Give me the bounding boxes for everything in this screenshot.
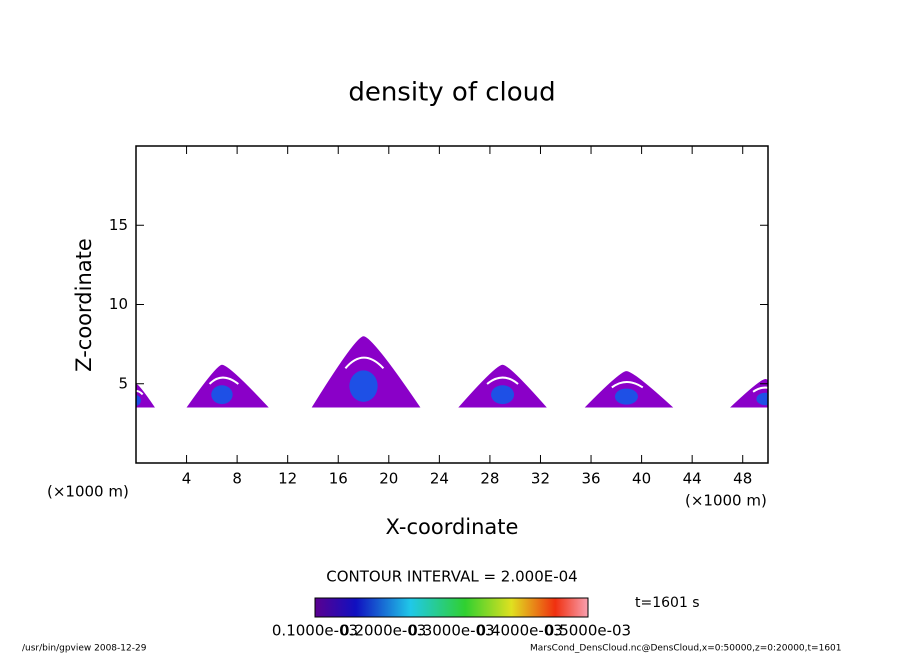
cloud-core (614, 388, 638, 405)
colorbar-label: 0.2000e-03 (340, 622, 426, 640)
x-tick-label: 48 (733, 470, 752, 488)
colorbar (314, 597, 589, 618)
colorbar-label: 0.5000e-03 (545, 622, 631, 640)
x-tick-label: 12 (278, 470, 297, 488)
x-tick-label: 24 (430, 470, 449, 488)
time-label: t=1601 s (635, 595, 700, 611)
colorbar-label: 0.3000e-03 (408, 622, 494, 640)
x-tick-label: 4 (182, 470, 192, 488)
cloud-gap (136, 389, 144, 396)
plot-frame (135, 145, 769, 464)
y-tick-label: 15 (109, 216, 128, 234)
footer: MarsCond_DensCloud.nc@DensCloud,x=0:5000… (530, 644, 842, 654)
cloud (186, 364, 269, 408)
colorbar-label: 0.4000e-03 (477, 622, 563, 640)
cloud-core (491, 385, 515, 405)
colorbar-label: 0.1000e-03 (272, 622, 358, 640)
x-tick-label: 16 (329, 470, 348, 488)
y-tick-label: 10 (109, 295, 128, 313)
x-tick-label: 44 (683, 470, 702, 488)
cloud-core (211, 385, 233, 405)
cloud-gap (752, 386, 768, 393)
cloud-gap (344, 356, 385, 369)
cloud-gap (611, 381, 644, 389)
contour-interval: CONTOUR INTERVAL = 2.000E-04 (326, 568, 577, 586)
plot-area (136, 336, 768, 408)
x-tick-label: 40 (632, 470, 651, 488)
y-tick-label: 5 (118, 374, 128, 392)
x-tick-label: 20 (379, 470, 398, 488)
cloud-gap (208, 376, 239, 385)
x-axis-label: X-coordinate (386, 515, 519, 539)
x-tick-label: 32 (531, 470, 550, 488)
cloud-core (756, 392, 768, 406)
cloud-core (349, 370, 378, 402)
chart-title: density of cloud (348, 78, 555, 108)
x-unit: (×1000 m) (685, 492, 767, 510)
y-axis-label: Z-coordinate (72, 238, 96, 372)
x-tick-label: 36 (581, 470, 600, 488)
cloud-core (136, 395, 141, 406)
x-unit: (×1000 m) (47, 483, 129, 501)
x-tick-label: 8 (232, 470, 242, 488)
cloud-gap (486, 376, 519, 385)
footer: /usr/bin/gpview 2008-12-29 (22, 644, 147, 654)
x-tick-label: 28 (480, 470, 499, 488)
